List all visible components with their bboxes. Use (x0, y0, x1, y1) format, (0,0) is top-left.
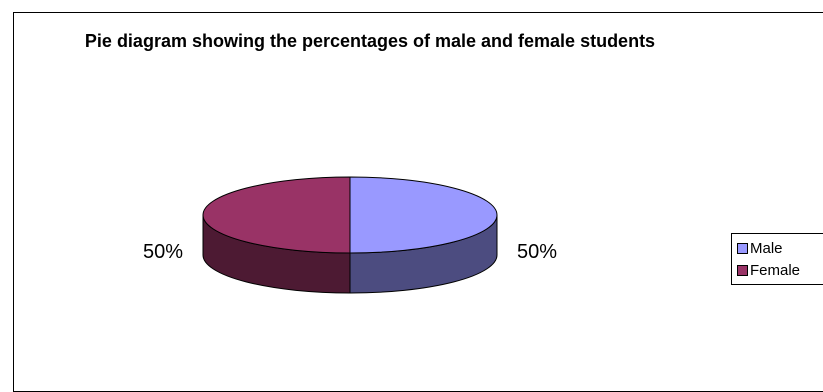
legend-item-female: Female (737, 260, 800, 280)
chart-title: Pie diagram showing the percentages of m… (84, 31, 656, 51)
legend-label-female: Female (750, 261, 801, 279)
pie-group (202, 176, 498, 294)
legend-swatch-male (737, 242, 748, 254)
data-label-group: 50% 50% (143, 241, 557, 263)
data-label-male: 50% (517, 241, 557, 263)
legend-item-male: Male (737, 238, 783, 258)
legend: Male Female (731, 233, 823, 285)
pie-chart: 50% 50% (143, 176, 557, 294)
chart-root: Pie diagram showing the percentages of m… (13, 12, 823, 392)
legend-label-male: Male (750, 239, 783, 257)
pie-slice-male (349, 176, 498, 254)
data-label-female: 50% (143, 241, 183, 263)
pie-slice-female (202, 176, 351, 254)
legend-swatch-female (737, 264, 748, 276)
